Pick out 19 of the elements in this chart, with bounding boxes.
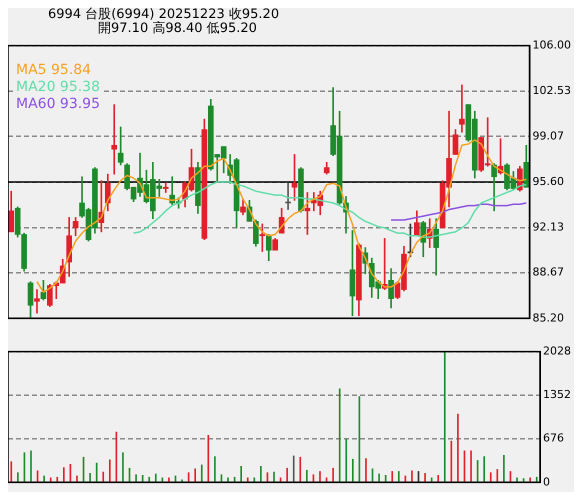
candlestick	[285, 182, 291, 210]
candlestick	[34, 289, 40, 314]
chart-title: 6994 台股(6994) 20251223 收95.20	[48, 7, 280, 22]
y-tick-label: 0	[543, 475, 550, 488]
y-tick-label: 676	[543, 432, 564, 445]
y-tick-label: 106.00	[532, 38, 572, 52]
y-tick-label: 102.53	[532, 84, 572, 97]
y-tick-label: 95.60	[532, 174, 564, 188]
y-tick-label: 85.20	[532, 311, 564, 324]
y-tick-label: 2028	[543, 344, 572, 358]
y-tick-label: 88.67	[532, 266, 564, 279]
y-tick-label: 1352	[543, 388, 572, 402]
text: MA60 93.95	[16, 96, 100, 112]
y-tick-label: 92.13	[532, 220, 564, 234]
text: MA20 95.38	[16, 79, 100, 96]
candlestick	[292, 154, 298, 201]
text: MA5 95.84	[16, 62, 92, 78]
y-tick-label: 99.07	[532, 129, 564, 142]
chart-subtitle: 開97.10 高98.40 低95.20	[98, 21, 258, 36]
